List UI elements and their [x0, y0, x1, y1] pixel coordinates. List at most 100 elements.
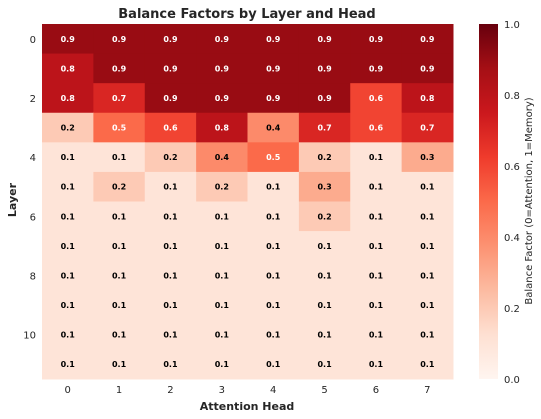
cell-value-label: 0.2	[61, 124, 75, 133]
cell-value-label: 0.1	[369, 271, 384, 280]
cell-value-label: 0.6	[163, 124, 178, 133]
cell-value-label: 0.9	[266, 94, 281, 103]
cell-value-label: 0.1	[266, 331, 281, 340]
x-tick-label: 5	[321, 385, 327, 396]
cell-value-label: 0.1	[317, 242, 332, 251]
heatmap-cell	[93, 260, 146, 291]
heatmap-cell	[247, 290, 300, 321]
cell-value-label: 0.5	[112, 124, 127, 133]
heatmap-cell	[93, 53, 146, 84]
heatmap-cell	[298, 231, 351, 262]
cell-value-label: 0.1	[266, 212, 281, 221]
cell-value-label: 0.1	[215, 331, 230, 340]
heatmap-cell	[93, 142, 146, 173]
heatmap-cell	[196, 24, 248, 55]
heatmap-cell	[144, 24, 197, 55]
cell-value-label: 0.1	[163, 331, 178, 340]
heatmap-cell	[144, 319, 197, 350]
heatmap-cell	[247, 171, 300, 202]
heatmap-cell	[42, 142, 94, 173]
cell-value-label: 0.9	[369, 64, 384, 73]
heatmap-cell	[196, 112, 248, 143]
heatmap-cell	[196, 53, 248, 84]
heatmap-cells: 0.9 0.9 0.9 0.9 0.9 0.9 0.9 0.9 0.8 0.9 0.9 0.9 0.9 0…	[42, 24, 454, 380]
cell-value-label: 0.1	[61, 183, 76, 192]
heatmap-cell	[144, 231, 197, 262]
heatmap-cell	[401, 290, 454, 321]
cell-value-label: 0.9	[420, 64, 435, 73]
cell-value-label: 0.9	[420, 35, 435, 44]
cell-value-label: 0.1	[317, 360, 332, 369]
x-tick-label: 0	[65, 385, 71, 396]
heatmap-cell	[401, 83, 454, 114]
heatmap-cell	[401, 142, 454, 173]
cell-value-label: 0.1	[215, 271, 230, 280]
heatmap-cell	[93, 231, 146, 262]
heatmap-cell	[93, 171, 146, 202]
heatmap-cell	[401, 260, 454, 291]
colorbar-tick-label: 1.0	[504, 20, 520, 31]
heatmap-cell	[298, 171, 351, 202]
colorbar	[479, 24, 498, 379]
cell-value-label: 0.6	[369, 94, 384, 103]
heatmap-cell	[350, 231, 403, 262]
cell-value-label: 0.3	[317, 183, 331, 192]
heatmap-cell	[401, 349, 454, 380]
heatmap-cell	[298, 83, 351, 114]
heatmap-cell	[93, 349, 146, 380]
cell-value-label: 0.1	[266, 242, 281, 251]
cell-value-label: 0.9	[215, 35, 230, 44]
cell-value-label: 0.7	[317, 124, 331, 133]
cell-value-label: 0.1	[112, 153, 127, 162]
cell-value-label: 0.1	[420, 360, 435, 369]
cell-value-label: 0.1	[266, 301, 281, 310]
heatmap-cell	[401, 53, 454, 84]
cell-value-label: 0.9	[215, 64, 230, 73]
cell-value-label: 0.1	[163, 271, 178, 280]
cell-value-label: 0.1	[420, 301, 435, 310]
heatmap-cell	[247, 24, 300, 55]
cell-value-label: 0.7	[112, 94, 126, 103]
heatmap-cell	[247, 83, 300, 114]
cell-value-label: 0.9	[163, 64, 178, 73]
heatmap-cell	[247, 231, 300, 262]
cell-value-label: 0.1	[369, 183, 384, 192]
heatmap-cell	[350, 319, 403, 350]
cell-value-label: 0.1	[61, 153, 76, 162]
colorbar-ticks: 0.0 0.2 0.4 0.6 0.8 1.0	[504, 20, 520, 386]
cell-value-label: 0.6	[369, 124, 384, 133]
x-tick-label: 4	[270, 385, 276, 396]
cell-value-label: 0.8	[215, 124, 230, 133]
x-axis-ticks: 0 1 2 3 4 5 6 7	[65, 385, 431, 396]
colorbar-tick-label: 0.8	[504, 91, 520, 102]
cell-value-label: 0.1	[266, 360, 281, 369]
colorbar-label: Balance Factor (0=Attention, 1=Memory)	[524, 97, 535, 304]
colorbar-tick-label: 0.2	[504, 304, 520, 315]
heatmap-cell	[144, 171, 197, 202]
cell-value-label: 0.5	[266, 153, 281, 162]
cell-value-label: 0.1	[112, 212, 127, 221]
heatmap-cell	[298, 24, 351, 55]
x-tick-label: 6	[373, 385, 379, 396]
cell-value-label: 0.1	[163, 183, 178, 192]
heatmap-cell	[247, 201, 300, 232]
heatmap-cell	[298, 290, 351, 321]
cell-value-label: 0.1	[61, 301, 76, 310]
cell-value-label: 0.9	[317, 35, 332, 44]
heatmap-cell	[93, 112, 146, 143]
cell-value-label: 0.1	[61, 360, 76, 369]
heatmap-cell	[196, 349, 248, 380]
heatmap-cell	[42, 349, 94, 380]
heatmap-cell	[350, 290, 403, 321]
heatmap-cell	[350, 142, 403, 173]
cell-value-label: 0.9	[266, 35, 281, 44]
heatmap-cell	[401, 24, 454, 55]
x-tick-label: 7	[424, 385, 430, 396]
heatmap-cell	[42, 290, 94, 321]
y-tick-label: 4	[30, 153, 36, 164]
cell-value-label: 0.1	[61, 271, 76, 280]
heatmap-cell	[93, 201, 146, 232]
heatmap-cell	[42, 231, 94, 262]
heatmap-cell	[298, 112, 351, 143]
